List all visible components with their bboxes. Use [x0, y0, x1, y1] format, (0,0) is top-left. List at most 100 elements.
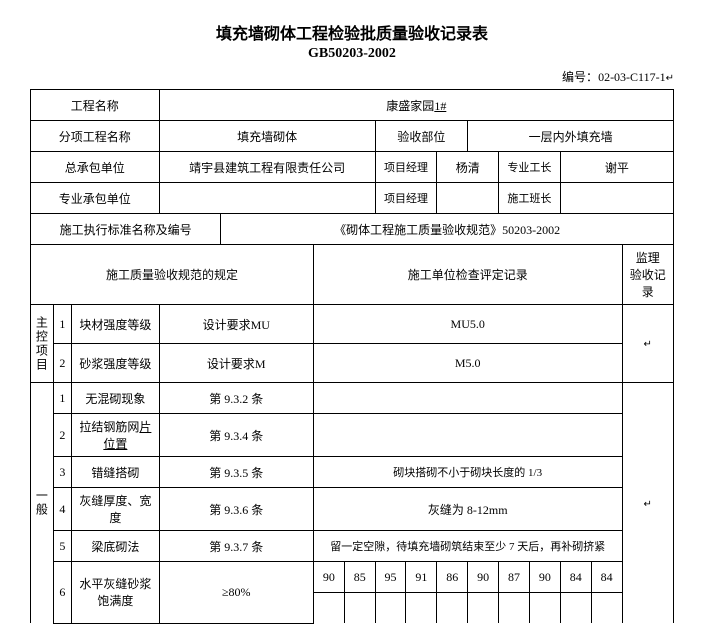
supervisor-cell: ↵	[622, 305, 674, 383]
value-cell: 84	[560, 562, 591, 593]
inspection-table: 工程名称 康盛家园1# 分项工程名称 填充墙砌体 验收部位 一层内外填充墙 总承…	[30, 89, 674, 624]
table-row: 施工执行标准名称及编号 《砌体工程施工质量验收规范》50203-2002	[31, 214, 674, 245]
value-cell	[499, 593, 530, 624]
item-no: 3	[53, 457, 72, 488]
spec-header: 施工质量验收规范的规定	[31, 245, 314, 305]
table-row: 一般 1 无混砌现象 第 9.3.2 条 ↵	[31, 383, 674, 414]
value-cell: 91	[406, 562, 437, 593]
table-row: 总承包单位 靖宇县建筑工程有限责任公司 项目经理 杨清 专业工长 谢平	[31, 152, 674, 183]
pm2-value	[437, 183, 499, 214]
item-name: 块材强度等级	[72, 305, 159, 344]
std-label: 施工执行标准名称及编号	[31, 214, 221, 245]
pe-value: 谢平	[560, 152, 673, 183]
value-cell	[313, 593, 344, 624]
main-contractor-value: 靖宇县建筑工程有限责任公司	[159, 152, 375, 183]
item-check	[313, 414, 622, 457]
item-name: 拉结钢筋网片位置	[72, 414, 159, 457]
item-req: 第 9.3.2 条	[159, 383, 313, 414]
doc-number: 编号：02-03-C117-1↵	[30, 68, 674, 85]
table-row: 6 水平灰缝砂浆 饱满度 ≥80% 90 85 95 91 86 90 87 9…	[31, 562, 674, 593]
item-no: 2	[53, 414, 72, 457]
item-check: M5.0	[313, 344, 622, 383]
item-no: 5	[53, 531, 72, 562]
team-leader-label: 施工班长	[499, 183, 561, 214]
item-name: 梁底砌法	[72, 531, 159, 562]
item-req: ≥80%	[159, 562, 313, 624]
value-cell	[560, 593, 591, 624]
item-no: 2	[53, 344, 72, 383]
general-side-label: 一般	[31, 383, 54, 624]
table-row: 施工质量验收规范的规定 施工单位检查评定记录 监理 验收记录	[31, 245, 674, 305]
table-row: 专业承包单位 项目经理 施工班长	[31, 183, 674, 214]
table-row: 5 梁底砌法 第 9.3.7 条 留一定空隙，待填充墙砌筑结束至少 7 天后，再…	[31, 531, 674, 562]
pm-label: 项目经理	[375, 152, 437, 183]
value-cell	[375, 593, 406, 624]
team-leader-value	[560, 183, 673, 214]
table-row: 2 拉结钢筋网片位置 第 9.3.4 条	[31, 414, 674, 457]
item-name: 错缝搭砌	[72, 457, 159, 488]
item-req: 第 9.3.6 条	[159, 488, 313, 531]
item-req: 设计要求MU	[159, 305, 313, 344]
page-subtitle: GB50203-2002	[30, 46, 674, 62]
value-cell	[344, 593, 375, 624]
item-check	[313, 383, 622, 414]
project-suffix: 1#	[434, 99, 446, 113]
item-req: 设计要求M	[159, 344, 313, 383]
item-check: 砌块搭砌不小于砌块长度的 1/3	[313, 457, 622, 488]
item-check: 留一定空隙，待填充墙砌筑结束至少 7 天后，再补砌挤紧	[313, 531, 622, 562]
std-value: 《砌体工程施工质量验收规范》50203-2002	[221, 214, 674, 245]
page-title: 填充墙砌体工程检验批质量验收记录表	[30, 20, 674, 44]
supervisor-header: 监理 验收记录	[622, 245, 674, 305]
contractor-check-header: 施工单位检查评定记录	[313, 245, 622, 305]
value-cell: 90	[529, 562, 560, 593]
item-name: 灰缝厚度、宽度	[72, 488, 159, 531]
doc-no-value: 02-03-C117-1	[598, 70, 666, 84]
item-name: 水平灰缝砂浆 饱满度	[72, 562, 159, 624]
value-cell: 84	[591, 562, 622, 593]
value-cell: 95	[375, 562, 406, 593]
return-mark: ↵	[666, 73, 674, 84]
item-name: 无混砌现象	[72, 383, 159, 414]
accept-part-value: 一层内外填充墙	[468, 121, 674, 152]
table-row: 主控项目 1 块材强度等级 设计要求MU MU5.0 ↵	[31, 305, 674, 344]
table-row: 3 错缝搭砌 第 9.3.5 条 砌块搭砌不小于砌块长度的 1/3	[31, 457, 674, 488]
table-row: 2 砂浆强度等级 设计要求M M5.0	[31, 344, 674, 383]
value-cell	[406, 593, 437, 624]
item-no: 4	[53, 488, 72, 531]
main-control-side-label: 主控项目	[31, 305, 54, 383]
sub-project-value: 填充墙砌体	[159, 121, 375, 152]
doc-no-label: 编号：	[562, 70, 598, 84]
pm-value: 杨清	[437, 152, 499, 183]
table-row: 分项工程名称 填充墙砌体 验收部位 一层内外填充墙	[31, 121, 674, 152]
item-req: 第 9.3.5 条	[159, 457, 313, 488]
project-label: 工程名称	[31, 90, 160, 121]
project-value: 康盛家园1#	[159, 90, 673, 121]
value-cell: 90	[313, 562, 344, 593]
item-no: 1	[53, 305, 72, 344]
pm2-label: 项目经理	[375, 183, 437, 214]
value-cell	[529, 593, 560, 624]
value-cell: 85	[344, 562, 375, 593]
accept-part-label: 验收部位	[375, 121, 468, 152]
item-name: 砂浆强度等级	[72, 344, 159, 383]
value-cell	[437, 593, 468, 624]
value-cell: 87	[499, 562, 530, 593]
value-cell	[591, 593, 622, 624]
table-row: 工程名称 康盛家园1#	[31, 90, 674, 121]
sub-project-label: 分项工程名称	[31, 121, 160, 152]
value-cell: 90	[468, 562, 499, 593]
item-check: MU5.0	[313, 305, 622, 344]
value-cell: 86	[437, 562, 468, 593]
item-check: 灰缝为 8-12mm	[313, 488, 622, 531]
item-req: 第 9.3.7 条	[159, 531, 313, 562]
item-no: 6	[53, 562, 72, 624]
supervisor-cell: ↵	[622, 383, 674, 624]
item-req: 第 9.3.4 条	[159, 414, 313, 457]
main-contractor-label: 总承包单位	[31, 152, 160, 183]
value-cell	[468, 593, 499, 624]
item-no: 1	[53, 383, 72, 414]
pe-label: 专业工长	[499, 152, 561, 183]
pro-contractor-label: 专业承包单位	[31, 183, 160, 214]
table-row: 4 灰缝厚度、宽度 第 9.3.6 条 灰缝为 8-12mm	[31, 488, 674, 531]
pro-contractor-value	[159, 183, 375, 214]
